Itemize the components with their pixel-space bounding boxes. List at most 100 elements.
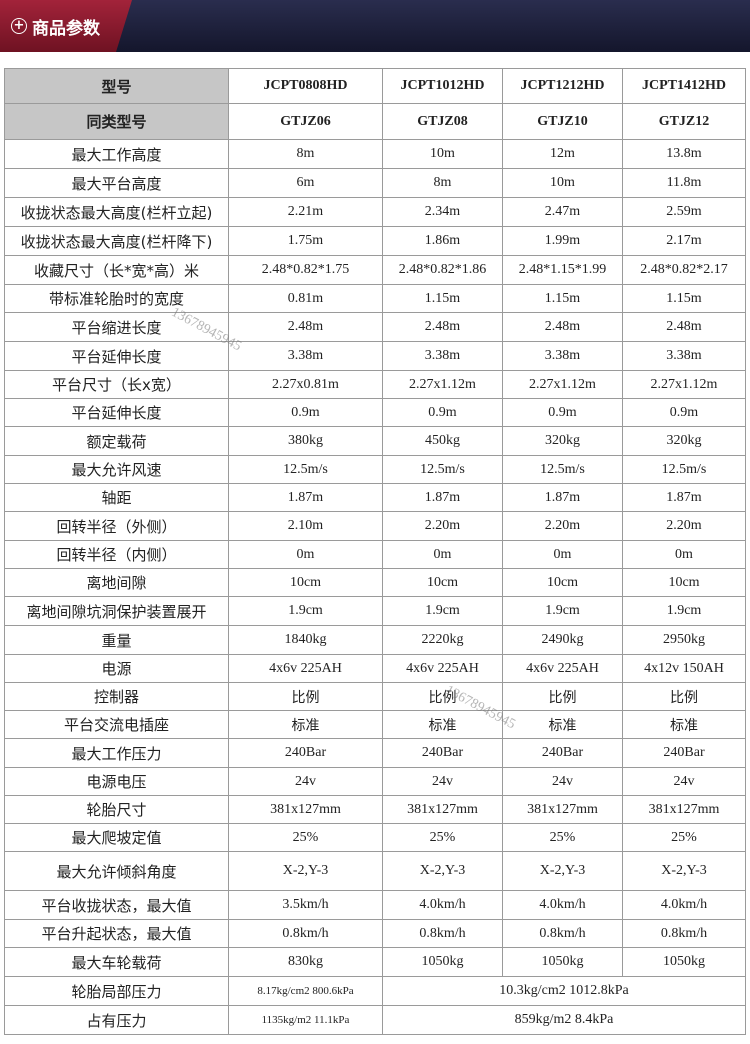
cell-value: 3.38m: [502, 341, 623, 371]
cell-value: 1.15m: [382, 284, 503, 313]
cell-value: 1.9cm: [622, 596, 746, 626]
row-label: 最大车轮载荷: [4, 947, 229, 977]
cell-value: 380kg: [228, 426, 383, 456]
cell-value: 2.48m: [382, 312, 503, 342]
row-label: 平台尺寸（长x宽）: [4, 370, 229, 399]
cell-value: 0m: [622, 540, 746, 569]
cell-value: 4.0km/h: [622, 890, 746, 920]
cell-value: 381x127mm: [228, 795, 383, 824]
cell-value: 10cm: [622, 568, 746, 597]
table-row: 回转半径（内侧） 0m 0m 0m 0m: [4, 540, 746, 569]
table-row: 平台尺寸（长x宽） 2.27x0.81m 2.27x1.12m 2.27x1.12m 2…: [4, 370, 746, 399]
cell-value: 0.9m: [382, 398, 503, 427]
table-row: 带标准轮胎时的宽度 0.81m 1.15m 1.15m 1.15m: [4, 284, 746, 313]
row-label: 平台延伸长度: [4, 398, 229, 427]
cell-value: X-2,Y-3: [622, 851, 746, 891]
cell-value: 2.48m: [228, 312, 383, 342]
cell-value: 1.99m: [502, 226, 623, 256]
cell-value: 2.48m: [502, 312, 623, 342]
cell-value: 1.9cm: [228, 596, 383, 626]
row-label: 轮胎尺寸: [4, 795, 229, 824]
cell-value: 8m: [382, 168, 503, 198]
cell-value: 830kg: [228, 947, 383, 977]
cell-value: JCPT1012HD: [382, 68, 503, 104]
cell-value: 0.9m: [622, 398, 746, 427]
table-row: 平台缩进长度 2.48m 2.48m 2.48m 2.48m: [4, 312, 746, 342]
cell-value: 2.10m: [228, 511, 383, 541]
table-row: 收拢状态最大高度(栏杆降下) 1.75m 1.86m 1.99m 2.17m: [4, 226, 746, 256]
cell-value: 4.0km/h: [382, 890, 503, 920]
cell-value: 2.27x1.12m: [622, 370, 746, 399]
cell-value: 1.87m: [622, 483, 746, 512]
cell-value: 0.8km/h: [502, 919, 623, 948]
table-row: 电源电压 24v 24v 24v 24v: [4, 767, 746, 796]
cell-value: 4.0km/h: [502, 890, 623, 920]
cell-value: 8m: [228, 139, 383, 169]
cell-value: 1.15m: [622, 284, 746, 313]
table-row: 轮胎尺寸 381x127mm 381x127mm 381x127mm 381x127mm: [4, 795, 746, 824]
table-row: 最大允许倾斜角度 X-2,Y-3 X-2,Y-3 X-2,Y-3 X-2,Y-3: [4, 851, 746, 891]
cell-value: 2.21m: [228, 197, 383, 227]
cell-value: 13.8m: [622, 139, 746, 169]
cell-value: X-2,Y-3: [502, 851, 623, 891]
table-row: 离地间隙 10cm 10cm 10cm 10cm: [4, 568, 746, 597]
table-row: 收藏尺寸（长*宽*高）米 2.48*0.82*1.75 2.48*0.82*1.86…: [4, 255, 746, 285]
row-label: 平台延伸长度: [4, 341, 229, 371]
cell-value: 25%: [622, 823, 746, 852]
cell-value: 标准: [382, 710, 503, 739]
cell-value: 4x12v 150AH: [622, 654, 746, 683]
row-label: 占有压力: [4, 1005, 229, 1035]
cell-value: GTJZ10: [502, 103, 623, 140]
spec-table: 型号 JCPT0808HD JCPT1012HD JCPT1212HD JCPT1412…: [4, 68, 746, 1035]
cell-value: JCPT1412HD: [622, 68, 746, 104]
row-label: 收藏尺寸（长*宽*高）米: [4, 255, 229, 285]
cell-value: JCPT0808HD: [228, 68, 383, 104]
row-label: 最大工作高度: [4, 139, 229, 169]
cell-value: 标准: [622, 710, 746, 739]
cell-value: GTJZ06: [228, 103, 383, 140]
cell-value: 1.9cm: [382, 596, 503, 626]
cell-value: 12.5m/s: [502, 455, 623, 484]
cell-value: 6m: [228, 168, 383, 198]
table-row: 最大爬坡定值 25% 25% 25% 25%: [4, 823, 746, 852]
cell-value: 3.38m: [382, 341, 503, 371]
table-row: 平台升起状态，最大值 0.8km/h 0.8km/h 0.8km/h 0.8km/h: [4, 919, 746, 948]
cell-value: GTJZ08: [382, 103, 503, 140]
cell-value: 1.86m: [382, 226, 503, 256]
cell-value: 1.75m: [228, 226, 383, 256]
cell-value: 25%: [382, 823, 503, 852]
cell-value: 标准: [502, 710, 623, 739]
table-row: 平台延伸长度 0.9m 0.9m 0.9m 0.9m: [4, 398, 746, 427]
cell-value: 0.9m: [228, 398, 383, 427]
cell-value: 3.5km/h: [228, 890, 383, 920]
table-row: 离地间隙坑洞保护装置展开 1.9cm 1.9cm 1.9cm 1.9cm: [4, 596, 746, 626]
cell-value: 0.9m: [502, 398, 623, 427]
cell-value: 12.5m/s: [622, 455, 746, 484]
table-row: 收拢状态最大高度(栏杆立起) 2.21m 2.34m 2.47m 2.59m: [4, 197, 746, 227]
row-label: 最大爬坡定值: [4, 823, 229, 852]
row-label: 额定载荷: [4, 426, 229, 456]
cell-value: 3.38m: [622, 341, 746, 371]
cell-value: 2.20m: [622, 511, 746, 541]
cell-value: 0m: [382, 540, 503, 569]
row-label: 收拢状态最大高度(栏杆立起): [4, 197, 229, 227]
cell-value: 12.5m/s: [228, 455, 383, 484]
cell-value: 1.87m: [502, 483, 623, 512]
cell-value: 24v: [502, 767, 623, 796]
cell-value: 1050kg: [382, 947, 503, 977]
cell-value: 10m: [382, 139, 503, 169]
cell-value: 4x6v 225AH: [502, 654, 623, 683]
table-row: 额定载荷 380kg 450kg 320kg 320kg: [4, 426, 746, 456]
cell-value: 0.8km/h: [622, 919, 746, 948]
cell-value: 1.9cm: [502, 596, 623, 626]
header-bar: + 商品参数: [0, 0, 750, 52]
cell-value: 10.3kg/cm2 1012.8kPa: [382, 976, 746, 1006]
cell-value: 381x127mm: [502, 795, 623, 824]
table-row: 平台收拢状态，最大值 3.5km/h 4.0km/h 4.0km/h 4.0km/h: [4, 890, 746, 920]
plus-icon: +: [11, 18, 27, 34]
cell-value: 0.8km/h: [382, 919, 503, 948]
cell-value: 25%: [502, 823, 623, 852]
cell-value: 1050kg: [502, 947, 623, 977]
cell-value: 2.48*0.82*1.86: [382, 255, 503, 285]
